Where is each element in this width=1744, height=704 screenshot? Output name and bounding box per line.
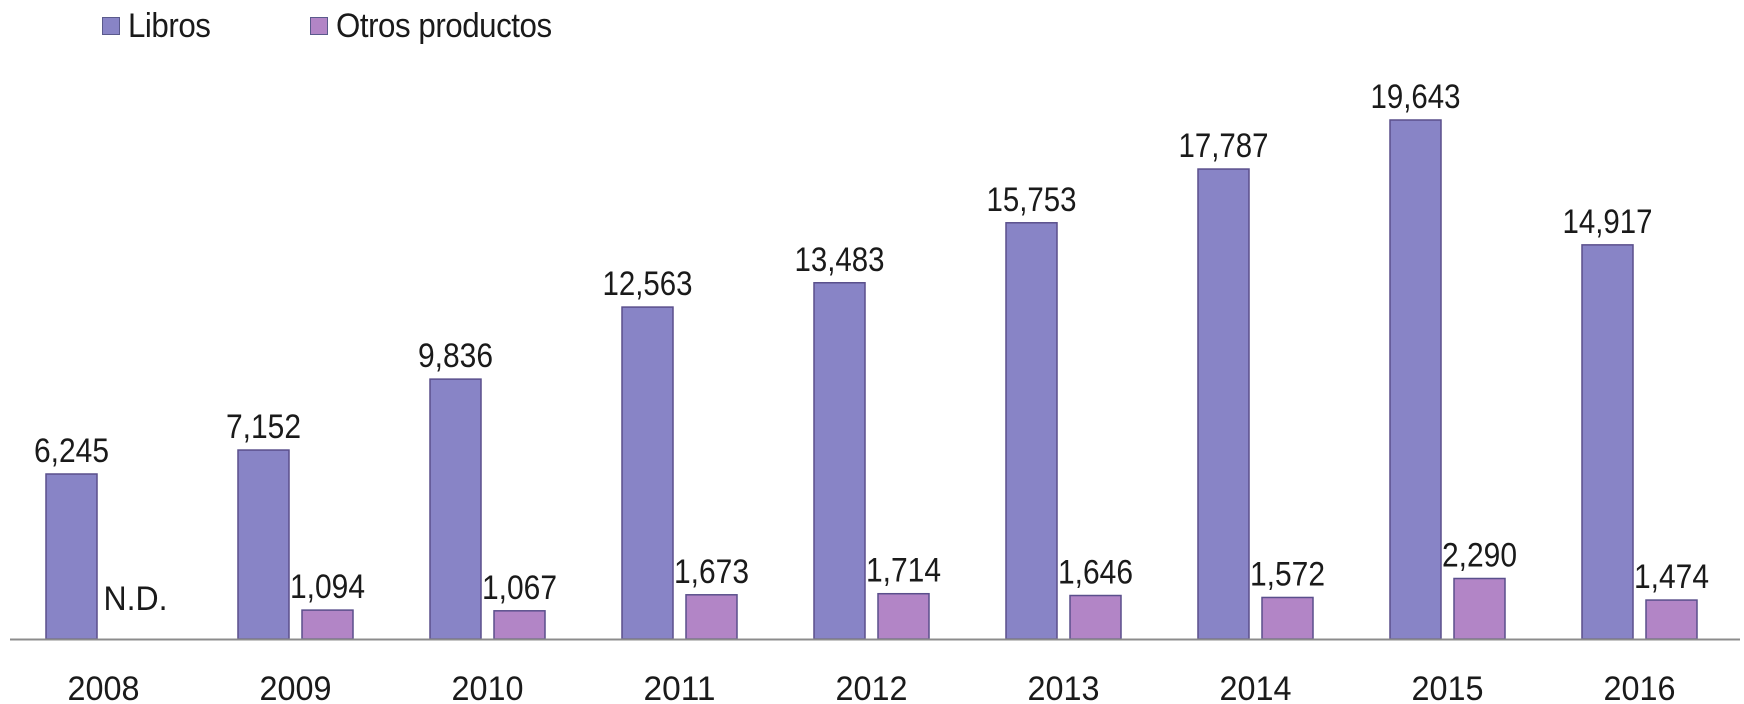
legend-swatch-otros-productos <box>310 17 328 35</box>
data-label-otros-productos-2009: 1,094 <box>290 568 365 606</box>
x-tick-label-2008: 2008 <box>68 670 140 704</box>
x-tick-label-2016: 2016 <box>1604 670 1676 704</box>
data-label-otros-productos-2010: 1,067 <box>482 569 557 607</box>
bar-libros-2008 <box>45 473 98 640</box>
bar-otros-productos-2009 <box>301 609 354 640</box>
bar-libros-2013 <box>1005 222 1058 640</box>
bar-otros-productos-2011 <box>685 594 738 640</box>
x-tick-label-2014: 2014 <box>1220 670 1292 704</box>
bar-otros-productos-2016 <box>1645 599 1698 640</box>
x-tick-label-2010: 2010 <box>452 670 524 704</box>
legend-item-libros: Libros <box>102 4 218 48</box>
data-label-otros-productos-2015: 2,290 <box>1442 536 1517 574</box>
legend-item-otros-productos: Otros productos <box>310 4 570 48</box>
bar-libros-2015 <box>1389 119 1442 640</box>
bar-otros-productos-2013 <box>1069 594 1122 640</box>
data-label-otros-productos-2012: 1,714 <box>866 552 941 590</box>
bar-libros-2009 <box>237 449 290 640</box>
x-tick-label-2012: 2012 <box>836 670 908 704</box>
data-label-libros-2012: 13,483 <box>795 241 885 279</box>
legend-label-libros: Libros <box>128 6 211 45</box>
data-label-otros-productos-2016: 1,474 <box>1634 558 1709 596</box>
data-label-otros-productos-2014: 1,572 <box>1250 555 1325 593</box>
legend-swatch-libros <box>102 17 120 35</box>
data-label-libros-2008: 6,245 <box>34 432 109 470</box>
bar-libros-2014 <box>1197 168 1250 640</box>
bar-otros-productos-2014 <box>1261 596 1314 640</box>
bar-otros-productos-2015 <box>1453 577 1506 640</box>
data-label-libros-2009: 7,152 <box>226 408 301 446</box>
x-tick-label-2011: 2011 <box>644 670 716 704</box>
legend-label-otros-productos: Otros productos <box>336 6 552 45</box>
data-label-libros-2015: 19,643 <box>1371 78 1461 116</box>
data-label-otros-productos-2008: N.D. <box>104 580 168 618</box>
bar-otros-productos-2012 <box>877 592 930 640</box>
data-label-libros-2011: 12,563 <box>603 265 693 303</box>
bar-libros-2010 <box>429 378 482 640</box>
bar-libros-2016 <box>1581 244 1634 640</box>
x-tick-label-2015: 2015 <box>1412 670 1484 704</box>
x-tick-label-2009: 2009 <box>260 670 332 704</box>
data-label-libros-2013: 15,753 <box>987 181 1077 219</box>
data-label-libros-2010: 9,836 <box>418 337 493 375</box>
bar-libros-2011 <box>621 306 674 640</box>
x-tick-label-2013: 2013 <box>1028 670 1100 704</box>
data-label-libros-2014: 17,787 <box>1179 127 1269 165</box>
data-label-otros-productos-2013: 1,646 <box>1058 554 1133 592</box>
bar-otros-productos-2010 <box>493 610 546 640</box>
data-label-libros-2016: 14,917 <box>1563 203 1653 241</box>
bar-libros-2012 <box>813 282 866 640</box>
data-label-otros-productos-2011: 1,673 <box>674 553 749 591</box>
